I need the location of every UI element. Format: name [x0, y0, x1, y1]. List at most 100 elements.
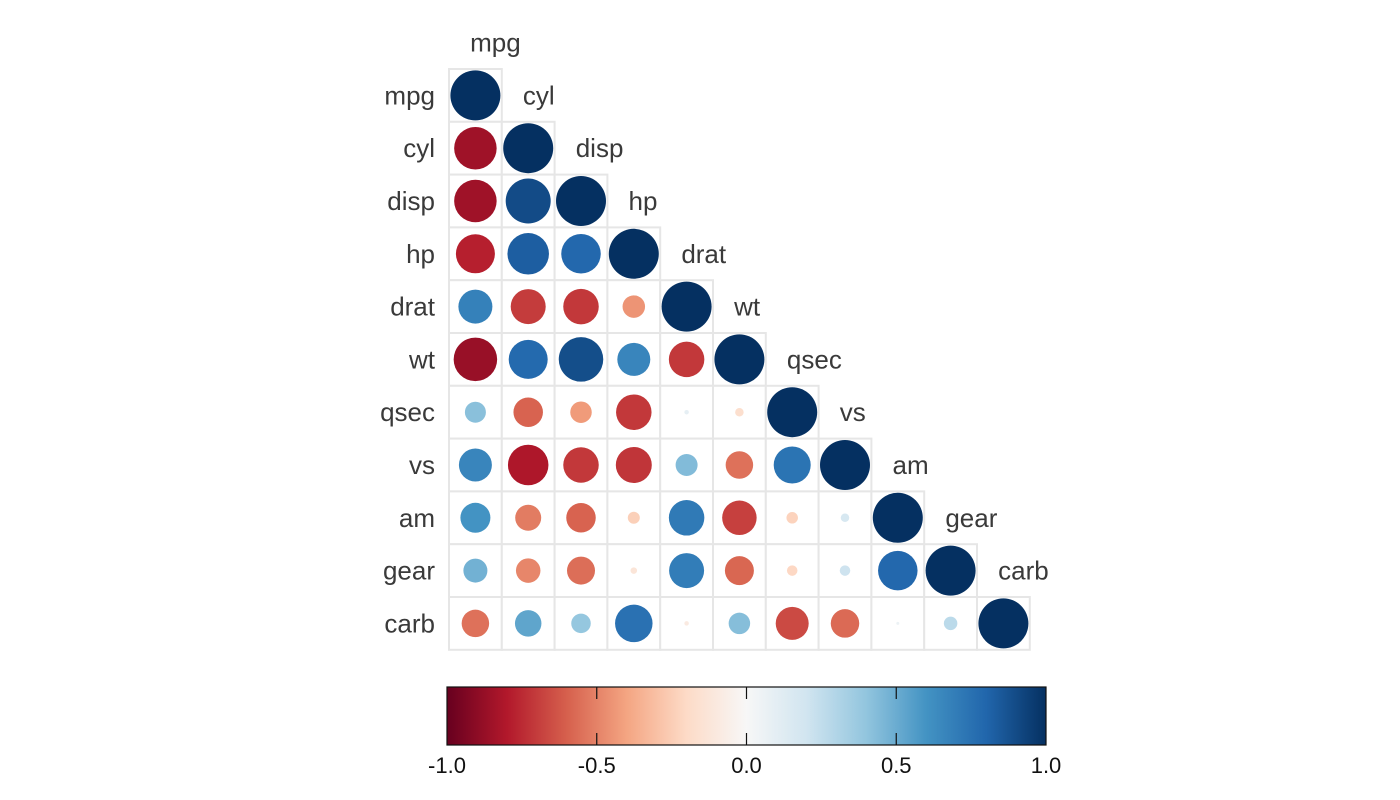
col-label-carb: carb	[998, 556, 1049, 586]
corr-circle-am-cyl	[515, 504, 542, 531]
row-label-carb: carb	[384, 608, 435, 638]
col-label-vs: vs	[840, 397, 866, 427]
corr-circle-drat-disp	[563, 288, 599, 325]
corr-circle-disp-disp	[556, 176, 606, 226]
col-label-cyl: cyl	[523, 80, 555, 110]
row-label-gear: gear	[383, 556, 435, 586]
corr-circle-disp-mpg	[454, 179, 497, 223]
corr-circle-mpg-mpg	[450, 70, 501, 121]
col-label-qsec: qsec	[787, 344, 842, 374]
row-label-cyl: cyl	[403, 133, 435, 163]
corr-circle-gear-gear	[925, 545, 976, 596]
corr-circle-drat-hp	[622, 295, 646, 318]
corr-circle-carb-gear	[943, 616, 958, 631]
corr-circle-vs-wt	[725, 451, 754, 479]
grid-cell-drat-hp	[606, 279, 662, 335]
corr-circle-carb-hp	[615, 604, 653, 643]
row-label-hp: hp	[406, 239, 435, 269]
corr-circle-gear-disp	[567, 556, 595, 585]
corr-circle-vs-vs	[820, 440, 870, 490]
corr-circle-gear-vs	[839, 565, 851, 576]
corr-circle-qsec-mpg	[464, 401, 486, 423]
corr-circle-wt-hp	[617, 342, 651, 376]
corr-circle-carb-cyl	[514, 610, 542, 637]
corr-circle-wt-mpg	[453, 337, 498, 382]
corr-circle-vs-cyl	[507, 444, 549, 486]
corr-circle-qsec-wt	[735, 407, 744, 417]
corr-circle-cyl-mpg	[454, 126, 497, 170]
row-label-drat: drat	[390, 292, 436, 322]
corr-circle-gear-mpg	[463, 558, 488, 583]
corr-circle-am-vs	[840, 513, 850, 523]
colorbar-tick-label-0: -1.0	[428, 753, 466, 778]
row-label-disp: disp	[387, 186, 435, 216]
corr-circle-am-am	[872, 492, 923, 543]
corr-circle-qsec-drat	[684, 409, 689, 415]
variable-labels: mpgmpgcylcyldispdisphphpdratdratwtwtqsec…	[380, 28, 1049, 639]
corr-circle-vs-drat	[675, 454, 698, 476]
corr-circle-wt-disp	[558, 337, 604, 382]
colorbar-tick-label-1: -0.5	[578, 753, 616, 778]
corr-circle-am-mpg	[460, 502, 491, 533]
corr-circle-gear-cyl	[515, 558, 541, 583]
corr-circle-drat-drat	[661, 281, 712, 332]
corr-circle-vs-hp	[615, 447, 652, 483]
colorbar: -1.0 -0.5 0.0 0.5 1.0	[428, 686, 1061, 778]
col-label-mpg: mpg	[470, 28, 521, 58]
corr-circle-am-wt	[722, 500, 757, 536]
corr-circle-carb-wt	[728, 612, 751, 635]
col-label-wt: wt	[733, 292, 761, 322]
corr-circle-carb-vs	[830, 609, 860, 638]
corr-circle-carb-qsec	[775, 606, 809, 640]
corr-circle-gear-am	[878, 550, 918, 591]
corr-circle-drat-cyl	[510, 289, 546, 325]
corr-circle-carb-disp	[571, 613, 591, 634]
corr-circle-vs-disp	[563, 447, 599, 483]
corr-circle-gear-hp	[630, 567, 638, 574]
corr-circle-wt-cyl	[508, 339, 548, 379]
grid-cell-qsec-mpg	[448, 384, 503, 440]
row-label-am: am	[399, 503, 435, 533]
row-label-wt: wt	[408, 344, 436, 374]
corr-circle-gear-wt	[724, 556, 754, 586]
colorbar-tick-label-4: 1.0	[1031, 753, 1062, 778]
corr-circle-vs-mpg	[458, 448, 492, 482]
corr-circle-qsec-hp	[616, 394, 652, 430]
col-label-am: am	[893, 450, 929, 480]
row-label-mpg: mpg	[384, 80, 435, 110]
corr-circle-am-qsec	[786, 512, 798, 524]
colorbar-tick-label-3: 0.5	[881, 753, 912, 778]
corr-circle-am-hp	[627, 511, 640, 524]
correlation-circles	[450, 70, 1029, 649]
corr-circle-qsec-disp	[570, 401, 592, 423]
corr-circle-carb-drat	[684, 621, 689, 626]
corr-circle-wt-wt	[714, 334, 765, 385]
corr-circle-vs-qsec	[773, 446, 811, 484]
col-label-hp: hp	[629, 186, 658, 216]
corr-circle-carb-am	[896, 621, 900, 625]
colorbar-ticks: -1.0 -0.5 0.0 0.5 1.0	[428, 687, 1061, 778]
corr-circle-gear-drat	[669, 553, 705, 589]
corr-circle-gear-qsec	[786, 565, 798, 576]
corr-circle-hp-cyl	[507, 233, 549, 275]
corr-circle-wt-drat	[668, 341, 705, 378]
corr-circle-hp-disp	[561, 234, 601, 274]
corr-circle-am-disp	[566, 503, 596, 533]
corr-circle-cyl-cyl	[503, 123, 554, 174]
corr-circle-disp-cyl	[505, 178, 551, 224]
row-label-vs: vs	[409, 450, 435, 480]
corr-circle-qsec-cyl	[513, 397, 543, 427]
corr-circle-hp-mpg	[455, 234, 495, 274]
col-label-gear: gear	[945, 503, 997, 533]
corr-circle-drat-mpg	[458, 289, 493, 324]
col-label-disp: disp	[576, 133, 624, 163]
row-label-qsec: qsec	[380, 397, 435, 427]
corr-circle-hp-hp	[608, 228, 659, 279]
corr-circle-carb-mpg	[461, 609, 490, 638]
col-label-drat: drat	[681, 239, 727, 269]
corr-circle-carb-carb	[978, 598, 1029, 649]
colorbar-tick-label-2: 0.0	[731, 753, 762, 778]
corr-circle-am-drat	[668, 500, 705, 536]
corr-circle-qsec-qsec	[767, 387, 818, 438]
